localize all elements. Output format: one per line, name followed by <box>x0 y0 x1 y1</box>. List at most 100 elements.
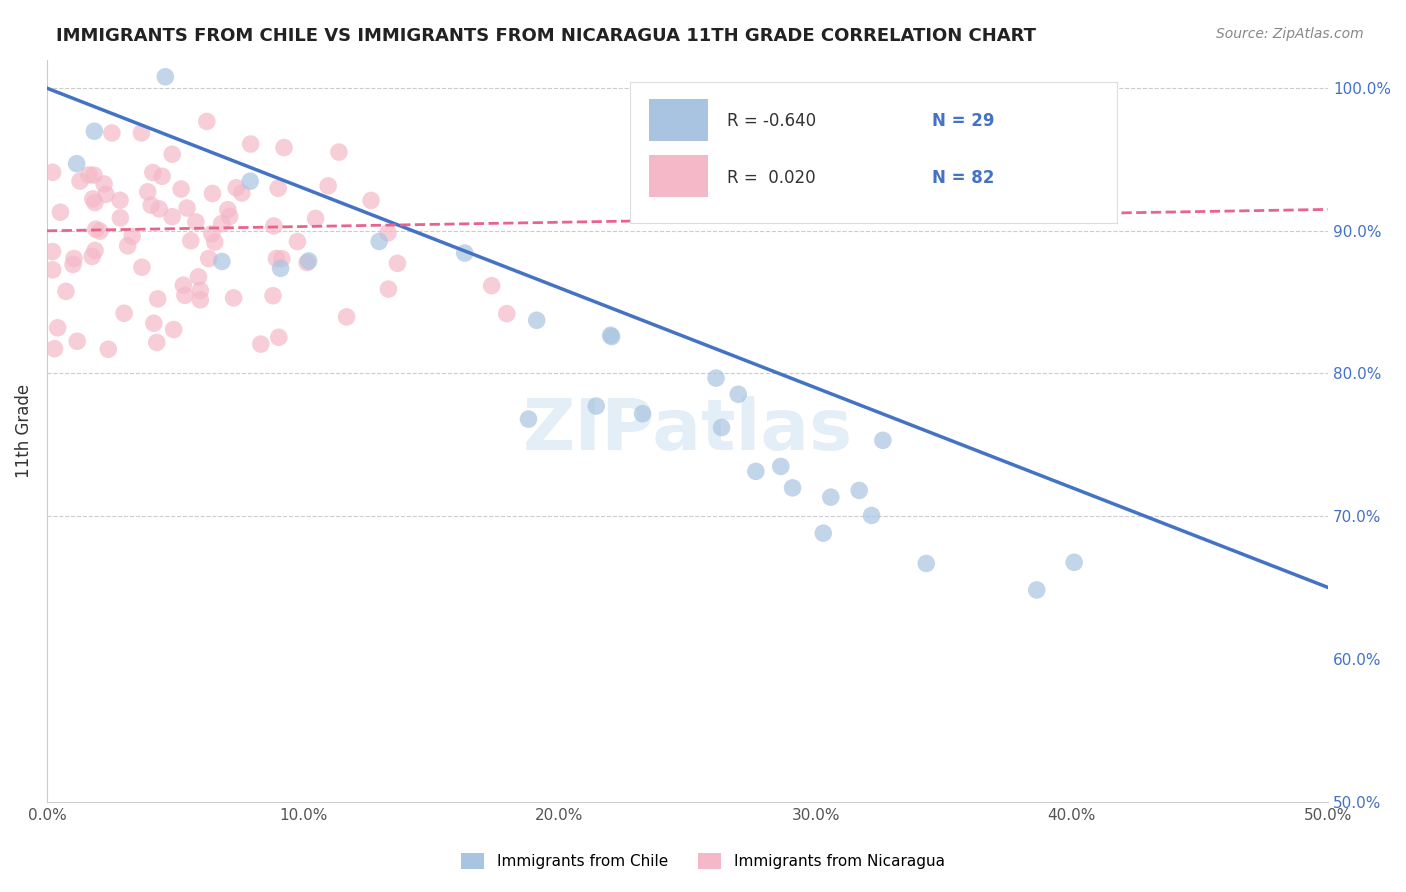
Immigrants from Nicaragua <box>172 278 194 293</box>
Immigrants from Nicaragua <box>176 201 198 215</box>
Immigrants from Nicaragua <box>170 182 193 196</box>
Immigrants from Nicaragua <box>316 178 339 193</box>
Immigrants from Nicaragua <box>250 337 273 351</box>
Immigrants from Nicaragua <box>287 235 309 249</box>
Immigrants from Nicaragua <box>336 310 359 324</box>
Immigrants from Nicaragua <box>173 288 195 302</box>
Immigrants from Nicaragua <box>304 211 326 226</box>
Immigrants from Chile <box>860 508 883 523</box>
Immigrants from Nicaragua <box>121 229 143 244</box>
Immigrants from Nicaragua <box>117 239 139 253</box>
Immigrants from Chile <box>1025 582 1047 597</box>
Immigrants from Nicaragua <box>46 320 69 334</box>
Immigrants from Chile <box>83 124 105 138</box>
Immigrants from Nicaragua <box>239 136 262 151</box>
Immigrants from Chile <box>769 459 792 474</box>
Immigrants from Nicaragua <box>77 168 100 182</box>
Immigrants from Nicaragua <box>267 181 290 195</box>
Immigrants from Nicaragua <box>201 227 224 241</box>
Immigrants from Nicaragua <box>146 292 169 306</box>
Immigrants from Chile <box>66 156 89 170</box>
Immigrants from Nicaragua <box>188 293 211 307</box>
Immigrants from Nicaragua <box>82 192 104 206</box>
Immigrants from Nicaragua <box>66 334 89 349</box>
Immigrants from Nicaragua <box>62 258 84 272</box>
Immigrants from Nicaragua <box>377 226 399 240</box>
Immigrants from Nicaragua <box>63 252 86 266</box>
Immigrants from Nicaragua <box>273 140 295 154</box>
Immigrants from Chile <box>872 434 894 448</box>
Immigrants from Chile <box>745 464 768 478</box>
Immigrants from Nicaragua <box>262 289 284 303</box>
Immigrants from Chile <box>631 407 654 421</box>
Immigrants from Nicaragua <box>41 244 63 259</box>
Immigrants from Chile <box>454 246 477 260</box>
Immigrants from Nicaragua <box>263 219 285 233</box>
Immigrants from Chile <box>155 70 177 84</box>
Immigrants from Nicaragua <box>110 211 132 225</box>
Immigrants from Nicaragua <box>69 174 91 188</box>
Immigrants from Nicaragua <box>495 307 517 321</box>
Text: IMMIGRANTS FROM CHILE VS IMMIGRANTS FROM NICARAGUA 11TH GRADE CORRELATION CHART: IMMIGRANTS FROM CHILE VS IMMIGRANTS FROM… <box>56 27 1036 45</box>
Immigrants from Chile <box>727 387 749 401</box>
Immigrants from Nicaragua <box>160 147 183 161</box>
Immigrants from Nicaragua <box>82 250 104 264</box>
Immigrants from Chile <box>600 329 623 343</box>
Immigrants from Nicaragua <box>108 193 131 207</box>
Immigrants from Nicaragua <box>222 291 245 305</box>
Immigrants from Nicaragua <box>84 244 107 258</box>
Immigrants from Chile <box>211 254 233 268</box>
Immigrants from Nicaragua <box>211 217 233 231</box>
Immigrants from Nicaragua <box>55 285 77 299</box>
Immigrants from Chile <box>1063 555 1085 569</box>
Immigrants from Nicaragua <box>231 186 253 200</box>
Immigrants from Chile <box>368 235 391 249</box>
Immigrants from Nicaragua <box>225 181 247 195</box>
Immigrants from Nicaragua <box>89 224 111 238</box>
Immigrants from Nicaragua <box>295 255 318 269</box>
Immigrants from Nicaragua <box>150 169 173 184</box>
Immigrants from Nicaragua <box>41 263 63 277</box>
Immigrants from Chile <box>298 254 321 268</box>
Immigrants from Nicaragua <box>139 198 162 212</box>
Immigrants from Nicaragua <box>136 185 159 199</box>
Text: Source: ZipAtlas.com: Source: ZipAtlas.com <box>1216 27 1364 41</box>
Immigrants from Nicaragua <box>360 194 382 208</box>
Immigrants from Nicaragua <box>131 126 153 140</box>
Immigrants from Nicaragua <box>49 205 72 219</box>
Immigrants from Chile <box>813 526 835 541</box>
Immigrants from Nicaragua <box>84 222 107 236</box>
Immigrants from Nicaragua <box>84 195 107 210</box>
Immigrants from Nicaragua <box>328 145 350 160</box>
Immigrants from Nicaragua <box>145 335 167 350</box>
Immigrants from Nicaragua <box>44 342 66 356</box>
Immigrants from Chile <box>915 557 938 571</box>
Immigrants from Nicaragua <box>270 252 292 266</box>
Immigrants from Nicaragua <box>187 269 209 284</box>
Immigrants from Chile <box>270 261 292 276</box>
Immigrants from Nicaragua <box>94 187 117 202</box>
Immigrants from Chile <box>599 328 621 343</box>
Immigrants from Chile <box>820 490 842 504</box>
Immigrants from Nicaragua <box>377 282 399 296</box>
Immigrants from Nicaragua <box>41 165 63 179</box>
Immigrants from Nicaragua <box>131 260 153 275</box>
Immigrants from Nicaragua <box>188 284 211 298</box>
Immigrants from Nicaragua <box>184 215 207 229</box>
Immigrants from Chile <box>704 371 727 385</box>
Immigrants from Nicaragua <box>97 343 120 357</box>
Immigrants from Nicaragua <box>101 126 124 140</box>
Immigrants from Chile <box>239 174 262 188</box>
Immigrants from Nicaragua <box>148 202 170 216</box>
Immigrants from Nicaragua <box>481 278 503 293</box>
Immigrants from Chile <box>848 483 870 498</box>
Immigrants from Chile <box>517 412 540 426</box>
Immigrants from Nicaragua <box>180 234 202 248</box>
Immigrants from Nicaragua <box>163 322 186 336</box>
Immigrants from Nicaragua <box>267 330 290 344</box>
Immigrants from Nicaragua <box>142 316 165 330</box>
Immigrants from Nicaragua <box>112 306 135 320</box>
Immigrants from Nicaragua <box>197 252 219 266</box>
Immigrants from Nicaragua <box>204 235 226 249</box>
Immigrants from Nicaragua <box>201 186 224 201</box>
